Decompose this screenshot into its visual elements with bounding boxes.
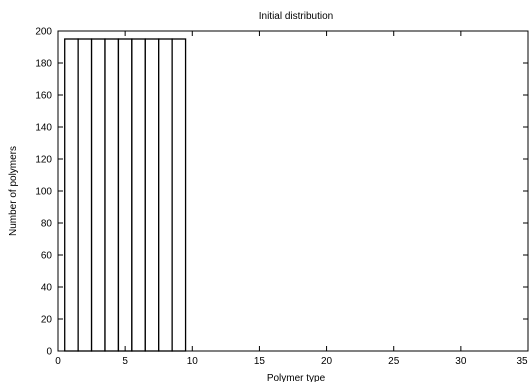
x-tick-label: 35 bbox=[516, 356, 528, 367]
x-tick-label: 10 bbox=[187, 356, 199, 367]
y-tick-label: 40 bbox=[41, 283, 53, 294]
y-tick-label: 80 bbox=[41, 219, 53, 230]
y-tick-label: 100 bbox=[35, 187, 52, 198]
x-tick-label: 15 bbox=[254, 356, 266, 367]
x-tick-label: 30 bbox=[455, 356, 467, 367]
y-tick-label: 140 bbox=[35, 123, 52, 134]
y-tick-label: 120 bbox=[35, 155, 52, 166]
bar bbox=[171, 38, 187, 352]
y-axis-label: Number of polymers bbox=[8, 146, 19, 236]
y-tick-label: 200 bbox=[35, 27, 52, 38]
bars bbox=[64, 38, 187, 352]
bar bbox=[90, 38, 106, 352]
y-tick-label: 60 bbox=[41, 251, 53, 262]
bar bbox=[158, 38, 173, 352]
y-tick-label: 180 bbox=[35, 59, 52, 70]
x-axis-label: Polymer type bbox=[267, 373, 326, 382]
plot-frame bbox=[57, 30, 529, 352]
bar bbox=[131, 38, 146, 352]
chart-title: Initial distribution bbox=[259, 11, 333, 22]
y-tick-label: 0 bbox=[46, 347, 52, 358]
x-tick-label: 20 bbox=[321, 356, 333, 367]
x-tick-label: 25 bbox=[388, 356, 400, 367]
bar bbox=[77, 38, 93, 352]
bar bbox=[144, 38, 160, 352]
x-tick-label: 0 bbox=[55, 356, 61, 367]
axis-ticks: 0 20 40 60 80 100 120 140 160 180 200 0 5 10 15 20 25 30 3… bbox=[35, 27, 529, 367]
x-tick-label: 5 bbox=[122, 356, 128, 367]
y-tick-label: 160 bbox=[35, 91, 52, 102]
y-tick-label: 20 bbox=[41, 315, 53, 326]
bar bbox=[104, 38, 120, 352]
bar bbox=[64, 38, 79, 352]
bar bbox=[117, 38, 133, 352]
